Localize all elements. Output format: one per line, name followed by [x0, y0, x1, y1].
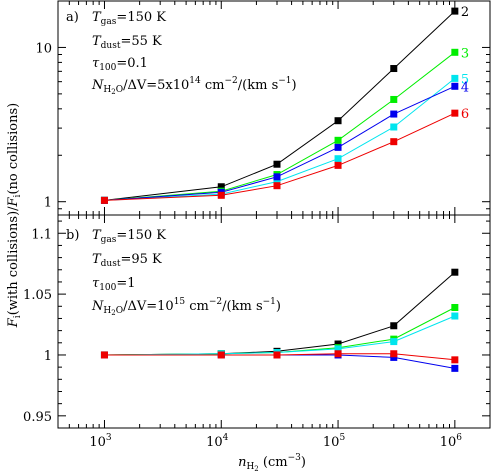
y-tick-label-p1: 0.95: [23, 410, 52, 425]
marker-4-p0: [451, 82, 459, 90]
marker-4-p1: [451, 364, 459, 372]
series-line-2-p0: [104, 10, 456, 201]
marker-5-p0: [273, 178, 281, 186]
panel-a-column-density: NH2O/ΔV=5x1014 cm−2/(km s−1): [91, 76, 297, 96]
series-line-5-p1: [104, 315, 455, 356]
marker-2-p1: [451, 268, 459, 276]
lines-layer: [104, 10, 456, 369]
marker-6-p1: [100, 351, 108, 359]
marker-2-p0: [217, 183, 225, 191]
panel-a-annotations: a) Tgas=150 K Tdust=55 K τ100=0.1 NH2O/Δ…: [66, 10, 297, 96]
marker-6-p0: [273, 182, 281, 190]
marker-2-p1: [334, 340, 342, 348]
marker-2-p1: [390, 322, 398, 330]
marker-2-p0: [334, 117, 342, 125]
series-line-5-p0: [104, 78, 456, 201]
y-tick-label-p0: 1: [44, 196, 52, 211]
panel-a-tdust: Tdust=55 K: [92, 34, 162, 51]
marker-4-p1: [390, 353, 398, 361]
marker-6-p1: [217, 351, 225, 359]
marker-4-p0: [273, 173, 281, 181]
y-tick-label-p1: 1.05: [23, 288, 52, 303]
marker-5-p0: [334, 155, 342, 163]
series-line-4-p0: [104, 85, 456, 201]
marker-6-p1: [390, 350, 398, 358]
marker-6-p1: [334, 350, 342, 358]
marker-6-p0: [217, 191, 225, 199]
marker-6-p1: [273, 351, 281, 359]
series-label-3: 3: [461, 46, 469, 61]
markers-layer: [100, 7, 459, 372]
panel-b-tau: τ100=1: [92, 276, 136, 293]
marker-4-p0: [390, 110, 398, 118]
marker-3-p0: [334, 136, 342, 144]
marker-6-p0: [100, 196, 108, 204]
marker-6-p1: [451, 356, 459, 364]
marker-5-p1: [451, 312, 459, 320]
marker-2-p0: [390, 65, 398, 73]
series-label-2: 2: [461, 5, 469, 20]
marker-3-p0: [451, 48, 459, 56]
y-tick-label-p1: 1.1: [31, 227, 52, 242]
marker-2-p0: [451, 7, 459, 15]
marker-2-p0: [273, 160, 281, 168]
panel-b-frame: [57, 214, 491, 429]
panel-b-tdust: Tdust=95 K: [92, 252, 162, 269]
marker-5-p0: [390, 123, 398, 131]
marker-3-p0: [390, 95, 398, 103]
marker-4-p0: [334, 143, 342, 151]
marker-3-p1: [451, 304, 459, 312]
panel-b-annotations: b) Tgas=150 K Tdust=95 K τ100=1 NH2O/ΔV=…: [66, 228, 281, 317]
labels-layer: 103 104 105 106 1 10 2 3 54 6 0.95 1 1.05 1.1: [23, 5, 469, 450]
marker-6-p0: [390, 138, 398, 146]
x-axis-label: nH2 (cm−3): [238, 453, 306, 473]
panel-b-tgas: Tgas=150 K: [92, 228, 166, 245]
panel-a-label: a): [66, 10, 79, 25]
panel-b-label: b): [66, 228, 79, 243]
marker-5-p0: [451, 74, 459, 82]
marker-6-p0: [334, 161, 342, 169]
x-tick-label: 106: [440, 433, 463, 450]
ticks-layer: [57, 0, 491, 429]
series-label-4: 4: [461, 80, 469, 95]
y-tick-label-p0: 10: [35, 41, 52, 56]
marker-6-p0: [451, 109, 459, 117]
marker-5-p1: [334, 345, 342, 353]
series-label-5: 5: [461, 72, 469, 87]
x-tick-label: 104: [206, 433, 229, 450]
series-label-6: 6: [461, 107, 469, 122]
y-axis-label: Fi(with collisions)/Fi(no collisions): [6, 103, 23, 328]
series-line-6-p1: [104, 353, 455, 361]
panel-a-tau: τ100=0.1: [92, 56, 148, 73]
panel-b-column-density: NH2O/ΔV=1015 cm−2/(km s−1): [91, 297, 281, 317]
series-line-3-p0: [104, 51, 456, 201]
y-tick-label-p1: 1: [44, 349, 52, 364]
marker-5-p1: [390, 338, 398, 346]
x-tick-label: 105: [323, 433, 346, 450]
x-tick-label: 103: [89, 433, 112, 450]
panel-a-tgas: Tgas=150 K: [92, 10, 166, 27]
series-line-6-p0: [104, 112, 456, 201]
